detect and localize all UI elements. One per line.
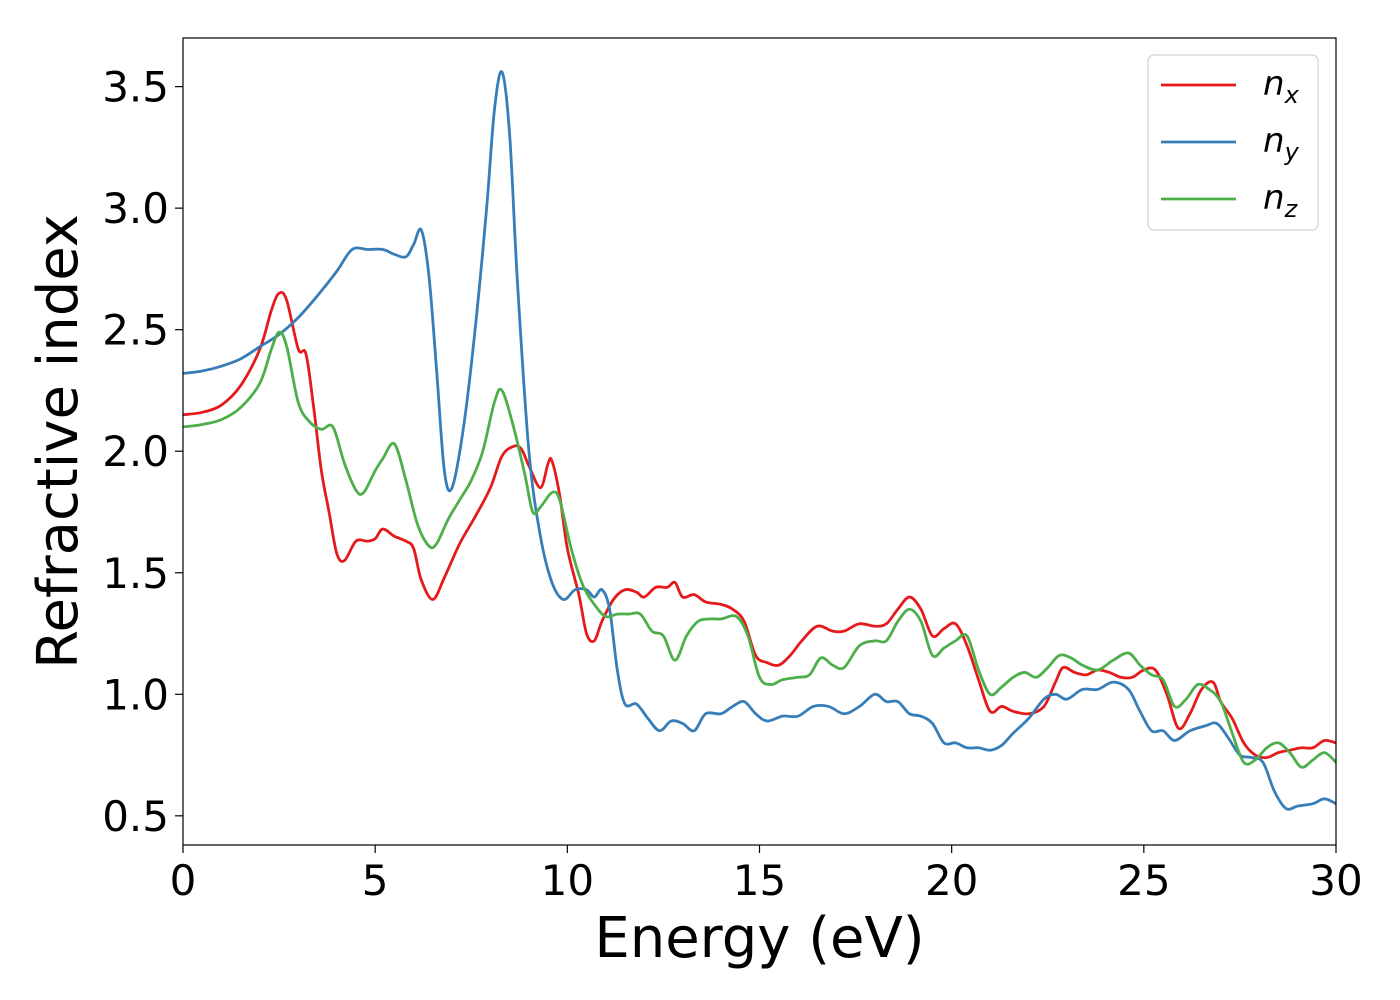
y-axis-title: Refractive index	[26, 214, 91, 669]
legend-label-n-y: ny	[1263, 121, 1300, 166]
series-lines	[183, 70, 1336, 811]
y-tick-label: 1.0	[102, 670, 169, 719]
legend-label-n-z: nz	[1263, 178, 1299, 223]
y-tick-label: 2.0	[102, 427, 169, 476]
x-tick-label: 0	[170, 856, 197, 905]
series-line-n-z	[183, 330, 1336, 769]
x-axis-title: Energy (eV)	[594, 906, 924, 971]
x-tick-label: 25	[1117, 856, 1170, 905]
x-tick-label: 15	[733, 856, 786, 905]
y-tick-label: 3.0	[102, 184, 169, 233]
x-tick-label: 30	[1309, 856, 1362, 905]
x-tick-label: 20	[925, 856, 978, 905]
legend-label-n-x: nx	[1263, 64, 1300, 109]
y-tick-label: 2.5	[102, 306, 169, 355]
y-tick-label: 1.5	[102, 549, 169, 598]
series-line-n-y	[183, 70, 1336, 811]
axis-ticks: 0 5 10 15 20 25 30 0.5 1.0 1.5 2.0 2.5 3.0 3.5	[102, 63, 1363, 905]
legend: nx ny nz	[1147, 54, 1319, 231]
y-tick-label: 3.5	[102, 63, 169, 112]
x-tick-label: 5	[362, 856, 389, 905]
x-tick-label: 10	[541, 856, 594, 905]
y-tick-label: 0.5	[102, 792, 169, 841]
series-line-n-x	[183, 290, 1336, 760]
